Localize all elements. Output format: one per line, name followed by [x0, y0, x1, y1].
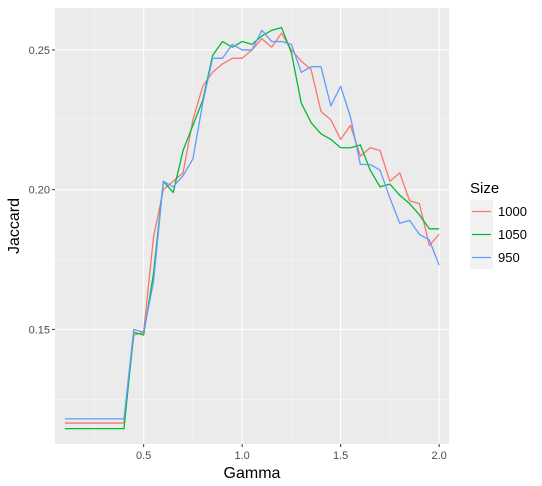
series-lines: [64, 26, 440, 430]
x-tick-label: 0.5: [136, 450, 151, 462]
legend: Size 1000 1050 950: [470, 180, 527, 269]
y-axis-ticks: 0.15 0.20 0.25: [29, 45, 55, 336]
y-axis-title: Jaccard: [6, 198, 23, 254]
legend-label-1000: 1000: [498, 204, 527, 219]
panel-background: [55, 8, 449, 444]
legend-label-950: 950: [498, 250, 520, 265]
legend-title: Size: [470, 180, 499, 197]
series-line-950: [64, 29, 440, 420]
y-tick-label: 0.20: [29, 185, 50, 197]
x-axis-title: Gamma: [224, 465, 281, 482]
x-tick-label: 1.5: [333, 450, 348, 462]
x-tick-label: 2.0: [432, 450, 447, 462]
grid-minor: [55, 8, 449, 444]
y-tick-label: 0.15: [29, 324, 50, 336]
y-tick-label: 0.25: [29, 45, 50, 57]
x-tick-label: 1.0: [235, 450, 250, 462]
series-line-1050: [64, 26, 440, 430]
x-axis-ticks: 0.5 1.0 1.5 2.0: [136, 444, 447, 462]
legend-label-1050: 1050: [498, 227, 527, 242]
